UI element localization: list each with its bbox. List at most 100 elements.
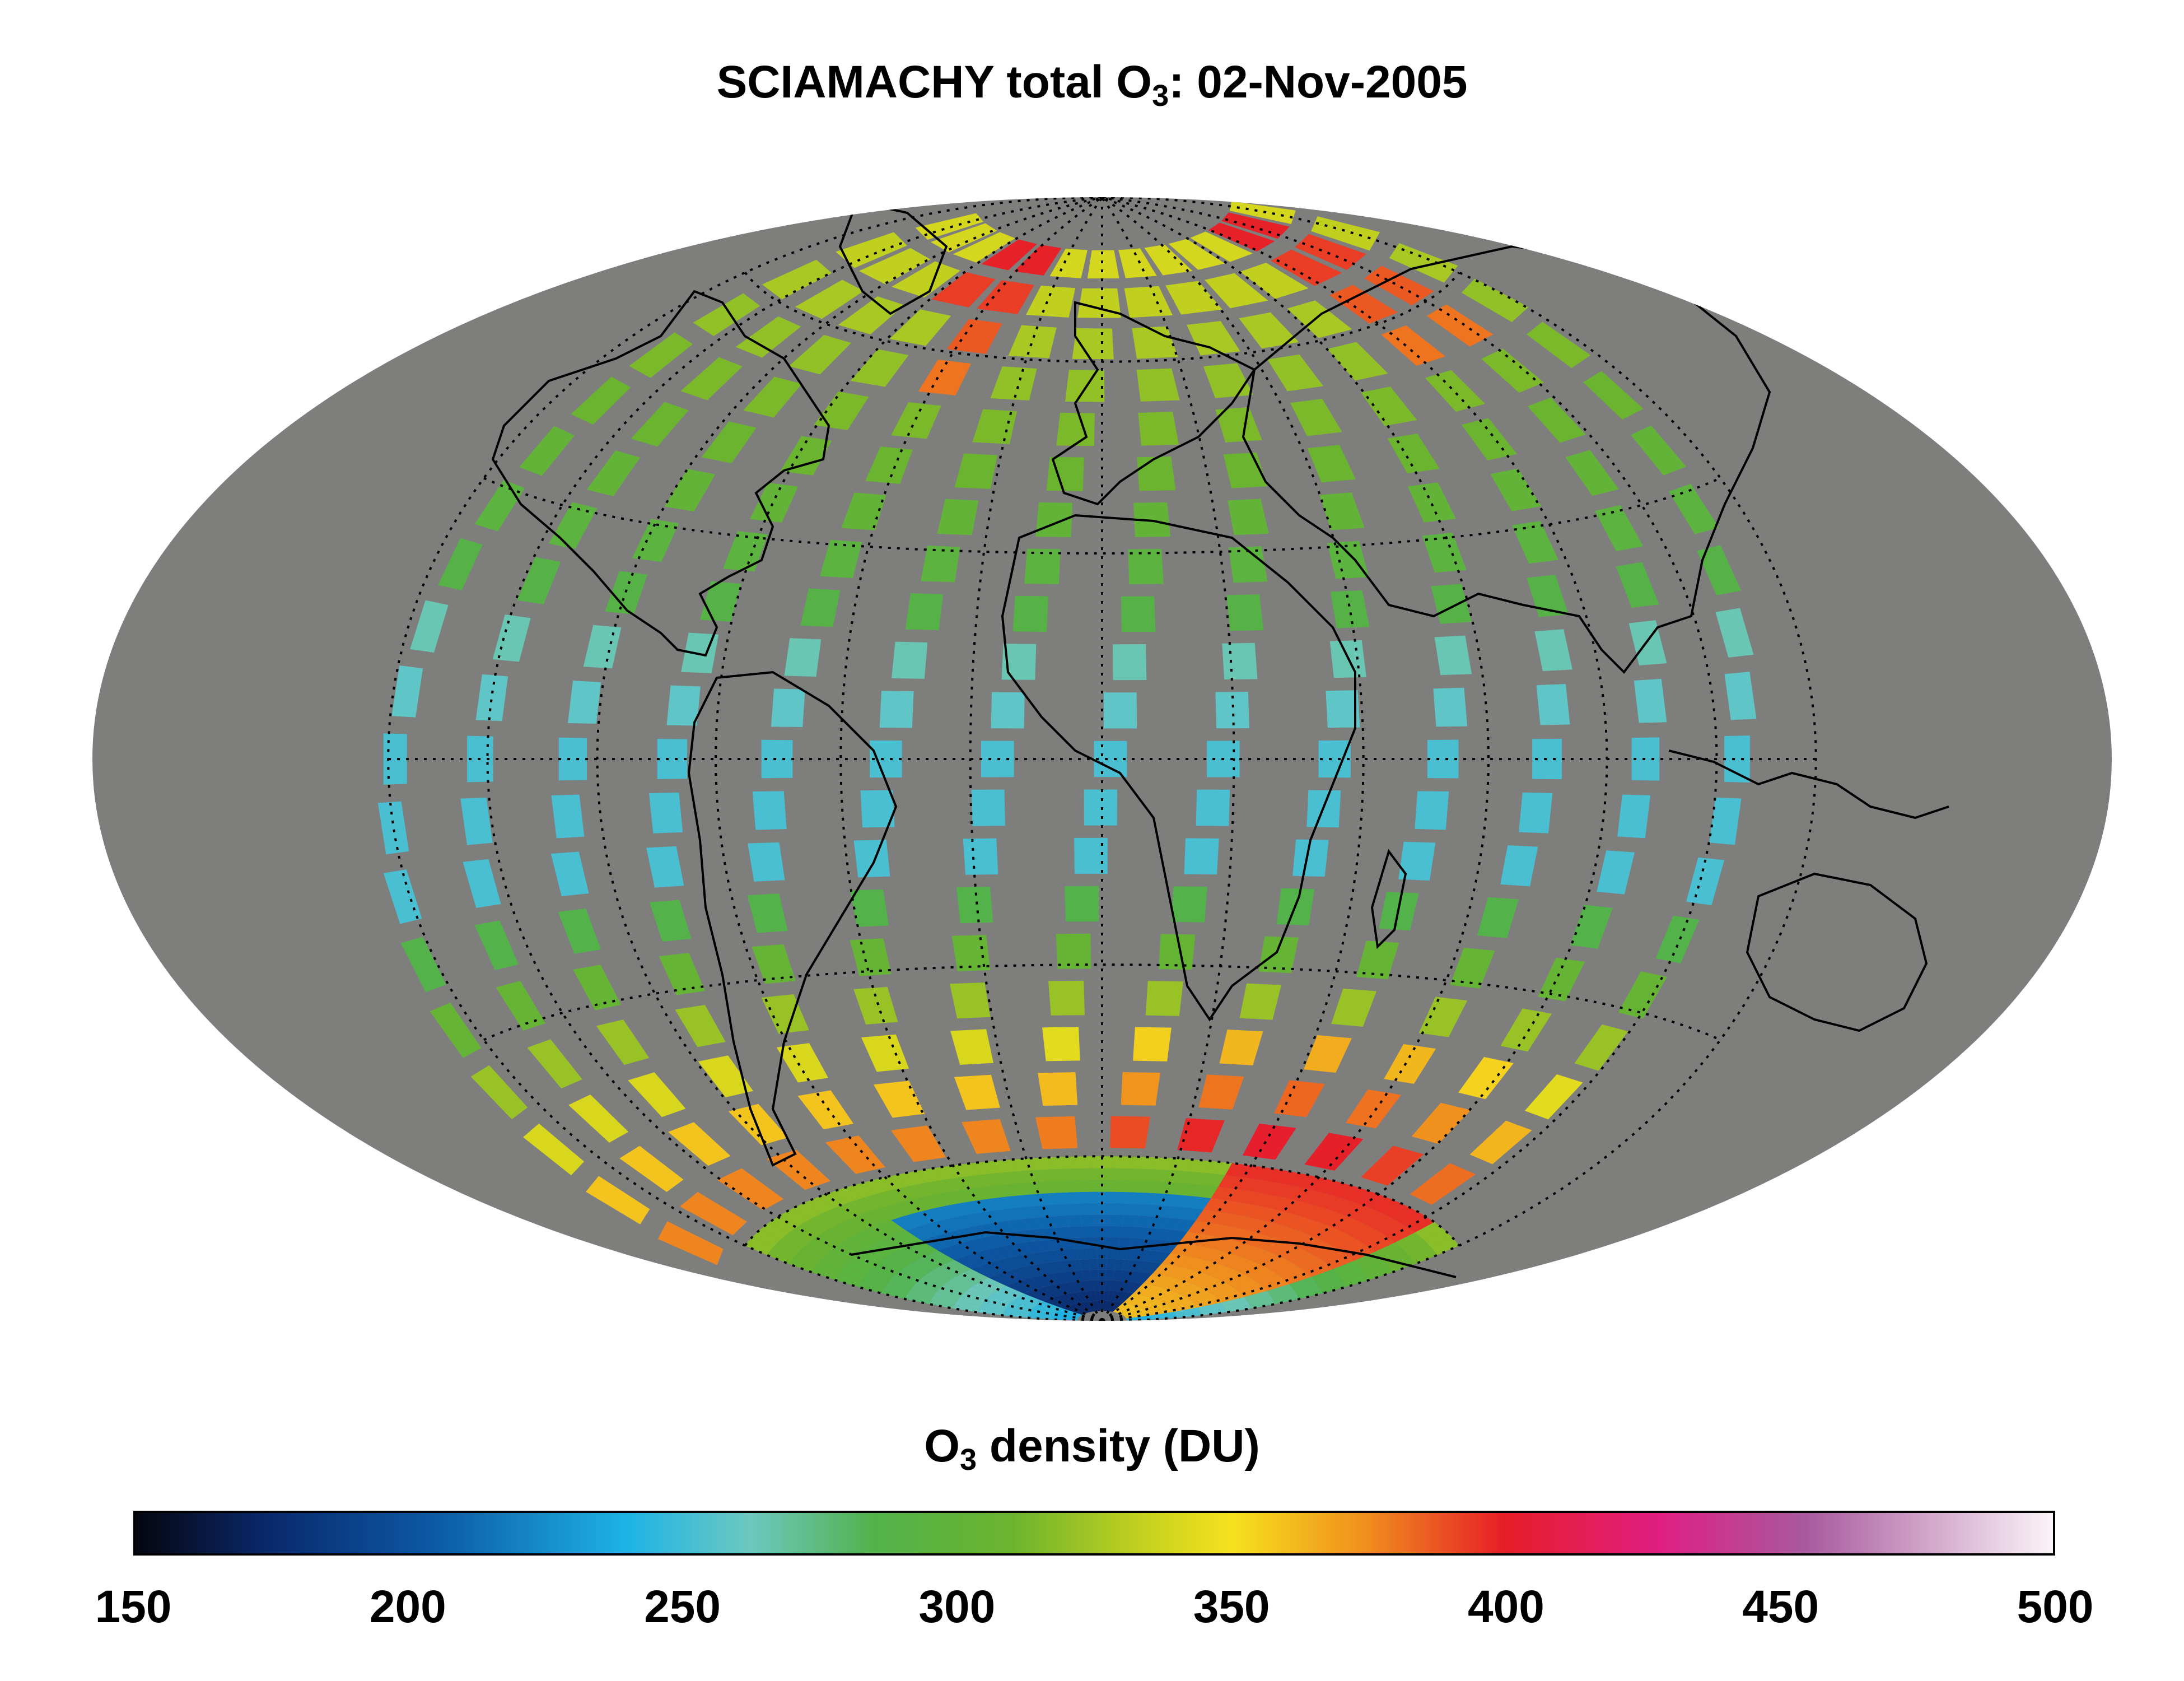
- ozone-swath-block: [1527, 397, 1586, 443]
- ozone-swath-block: [1527, 322, 1591, 369]
- ozone-swath-block: [956, 887, 993, 924]
- polar-ozone-cell: [752, 1229, 781, 1247]
- polar-ozone-cell: [946, 1260, 972, 1273]
- polar-ozone-cell: [1088, 1259, 1098, 1270]
- polar-ozone-cell: [1129, 1168, 1150, 1181]
- ozone-swath-block: [558, 737, 587, 781]
- ozone-swath-block: [1433, 687, 1468, 727]
- polar-ozone-cell: [1148, 1308, 1173, 1315]
- ozone-swath-block: [1434, 635, 1472, 676]
- ozone-swath-block: [1318, 740, 1351, 778]
- polar-ozone-cell: [1059, 1192, 1079, 1204]
- polar-ozone-cell: [1076, 1191, 1094, 1204]
- polar-ozone-cell: [1086, 1248, 1098, 1260]
- polar-ozone-cell: [953, 1305, 979, 1312]
- polar-ozone-cell: [1175, 1283, 1198, 1294]
- coastline-indonesia: [1668, 749, 1949, 819]
- ozone-swath-block: [1327, 342, 1388, 381]
- ozone-swath-block: [963, 838, 998, 875]
- ozone-swath-block: [1583, 371, 1644, 420]
- polar-ozone-cell: [1002, 1244, 1024, 1257]
- colorbar-tick-label: 450: [1742, 1581, 1819, 1632]
- ozone-swath-block: [853, 986, 898, 1025]
- polar-ozone-cell: [968, 1224, 992, 1238]
- polar-ozone-cell: [1056, 1311, 1080, 1317]
- polar-ozone-cell: [905, 1197, 932, 1213]
- polar-ozone-cell: [1180, 1244, 1202, 1257]
- ozone-swath-block: [838, 296, 904, 334]
- polar-ozone-cell: [909, 1182, 936, 1198]
- polar-ozone-cell: [877, 1190, 906, 1205]
- polar-ozone-cell: [1145, 1304, 1169, 1312]
- polar-ozone-cell: [1212, 1238, 1235, 1251]
- coastline-madagascar: [1370, 849, 1407, 949]
- polar-ozone-cell: [876, 1205, 904, 1221]
- ozone-swath-block: [953, 232, 1015, 263]
- polar-ozone-cell: [780, 1208, 810, 1226]
- ozone-swath-block: [1519, 792, 1553, 833]
- ozone-swath-block: [1103, 692, 1137, 729]
- polar-ozone-cell: [1236, 1283, 1263, 1294]
- polar-ozone-cell: [979, 1306, 1005, 1313]
- polar-ozone-cell: [987, 1260, 1010, 1273]
- polar-ozone-cell: [963, 1289, 989, 1300]
- ozone-swath-block: [1387, 434, 1440, 474]
- ozone-swath-block: [438, 538, 483, 590]
- ozone-swath-block: [1655, 915, 1700, 963]
- polar-ozone-cell: [1107, 1237, 1121, 1249]
- polar-ozone-cell: [1144, 1227, 1163, 1240]
- polar-ozone-cell: [1211, 1186, 1235, 1200]
- polar-ozone-cell: [1131, 1272, 1145, 1283]
- ozone-swath-block: [1267, 354, 1324, 392]
- ozone-swath-block: [1190, 231, 1253, 262]
- ozone-swath-block: [962, 1119, 1011, 1154]
- ozone-swath-block: [1215, 407, 1262, 443]
- title-subscript: 3: [1152, 79, 1169, 113]
- polar-ozone-cell: [1120, 1292, 1133, 1303]
- coastline-south-america: [687, 670, 898, 1167]
- polar-ozone-cell: [1087, 1301, 1096, 1312]
- polar-ozone-cell: [1235, 1230, 1260, 1244]
- polar-ozone-cell: [1003, 1183, 1026, 1196]
- ozone-swath-block: [430, 1002, 482, 1058]
- polar-ozone-cell: [1020, 1293, 1044, 1303]
- polar-ozone-cell: [769, 1215, 799, 1233]
- polar-ozone-cell: [1117, 1305, 1135, 1314]
- polar-ozone-cell: [867, 1224, 895, 1240]
- polar-ozone-cell: [1150, 1311, 1176, 1317]
- ozone-swath-block: [873, 1081, 925, 1118]
- polar-ozone-cell: [1208, 1251, 1232, 1264]
- ozone-swath-block: [1136, 368, 1180, 402]
- ozone-swath-block: [1012, 595, 1048, 632]
- ozone-swath-block: [937, 499, 979, 536]
- ozone-swath-block: [1415, 791, 1449, 830]
- polar-ozone-cell: [1084, 1301, 1095, 1312]
- polar-ozone-cell: [1325, 1214, 1354, 1230]
- polar-ozone-cell: [1202, 1263, 1225, 1275]
- polar-ozone-cell: [1319, 1229, 1348, 1245]
- polar-ozone-cell: [780, 1232, 809, 1250]
- ozone-swath-block: [748, 842, 785, 882]
- polar-ozone-cell: [1054, 1296, 1072, 1306]
- polar-ozone-cell: [977, 1198, 1001, 1212]
- ozone-swath-block: [870, 740, 902, 778]
- ozone-swath-block: [750, 482, 799, 523]
- ozone-swath-block: [1118, 248, 1157, 278]
- polar-ozone-cell: [1174, 1307, 1200, 1314]
- ozone-swath-block: [1631, 737, 1660, 781]
- polar-ozone-cell: [1326, 1255, 1354, 1269]
- polar-ozone-cell: [898, 1267, 926, 1280]
- polar-ozone-cell: [1169, 1158, 1193, 1172]
- polar-ozone-cell: [1104, 1291, 1110, 1301]
- ozone-swath-block: [1056, 933, 1091, 969]
- polar-ozone-cell: [1110, 1191, 1128, 1204]
- ozone-swath-block: [889, 309, 951, 346]
- polar-ozone-cell: [1200, 1306, 1225, 1313]
- ozone-swath-block: [1327, 541, 1369, 579]
- polar-ozone-cell: [885, 1254, 912, 1268]
- polar-ozone-cell: [1257, 1194, 1284, 1209]
- polar-ozone-cell: [1075, 1248, 1088, 1260]
- polar-ozone-cell: [946, 1279, 972, 1290]
- polar-ozone-cell: [1081, 1226, 1096, 1238]
- polar-ozone-cell: [1121, 1307, 1142, 1315]
